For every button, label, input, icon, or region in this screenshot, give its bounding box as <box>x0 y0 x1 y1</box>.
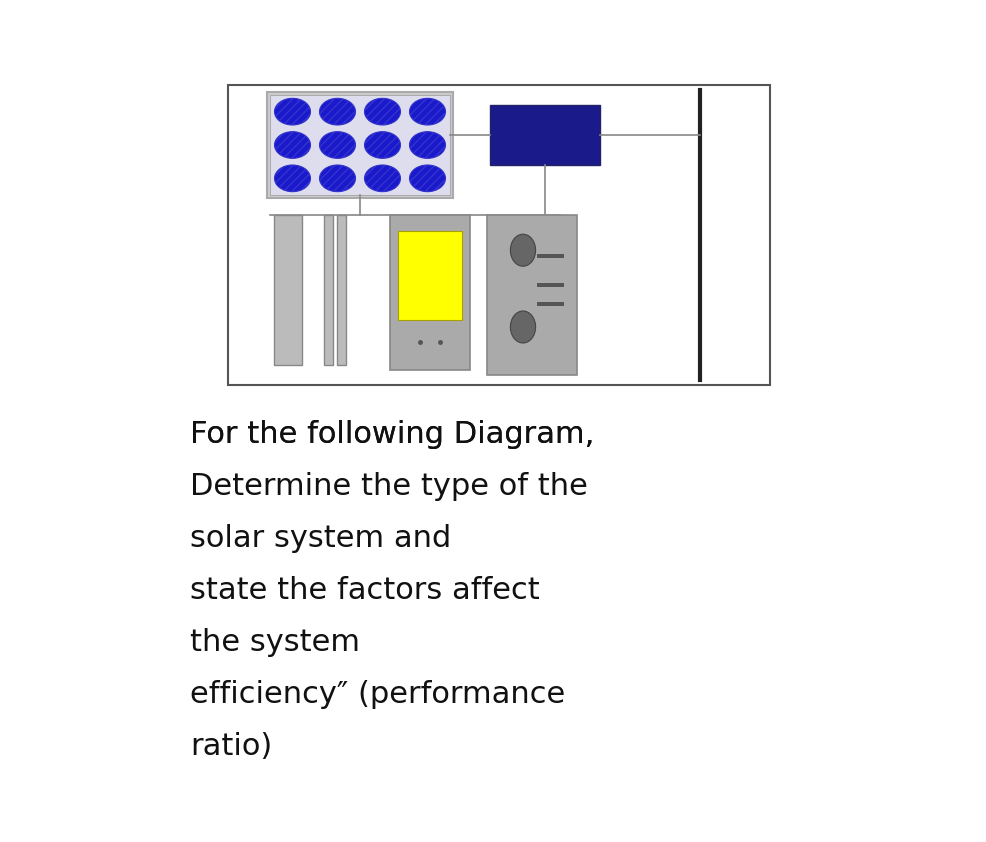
Bar <box>228 85 769 385</box>
Bar <box>270 95 450 195</box>
Bar <box>336 215 346 365</box>
Ellipse shape <box>364 131 400 158</box>
Text: For the following Diagram,: For the following Diagram, <box>190 420 594 449</box>
Bar <box>536 254 563 258</box>
Bar <box>389 215 469 370</box>
Text: For the following Diagram,: For the following Diagram, <box>190 420 594 449</box>
Ellipse shape <box>364 165 400 192</box>
Text: state the factors affect: state the factors affect <box>190 576 539 605</box>
Ellipse shape <box>364 99 400 125</box>
Text: efficiency″ (performance: efficiency″ (performance <box>190 680 565 709</box>
Ellipse shape <box>409 165 445 192</box>
Text: the system: the system <box>190 628 360 657</box>
Bar <box>486 215 577 375</box>
Bar <box>536 302 563 306</box>
Ellipse shape <box>274 131 311 158</box>
Text: Determine the type of the: Determine the type of the <box>190 472 588 501</box>
Ellipse shape <box>274 165 311 192</box>
Text: ratio): ratio) <box>190 732 272 761</box>
Bar <box>397 231 461 321</box>
Ellipse shape <box>274 99 311 125</box>
Ellipse shape <box>409 99 445 125</box>
Bar <box>274 215 302 365</box>
Ellipse shape <box>510 311 535 343</box>
Ellipse shape <box>319 165 355 192</box>
Bar <box>267 92 453 198</box>
Ellipse shape <box>409 131 445 158</box>
Ellipse shape <box>510 234 535 266</box>
Ellipse shape <box>319 99 355 125</box>
Bar <box>323 215 333 365</box>
Ellipse shape <box>319 131 355 158</box>
Bar <box>489 105 599 165</box>
Bar <box>536 283 563 287</box>
Text: solar system and: solar system and <box>190 524 451 553</box>
